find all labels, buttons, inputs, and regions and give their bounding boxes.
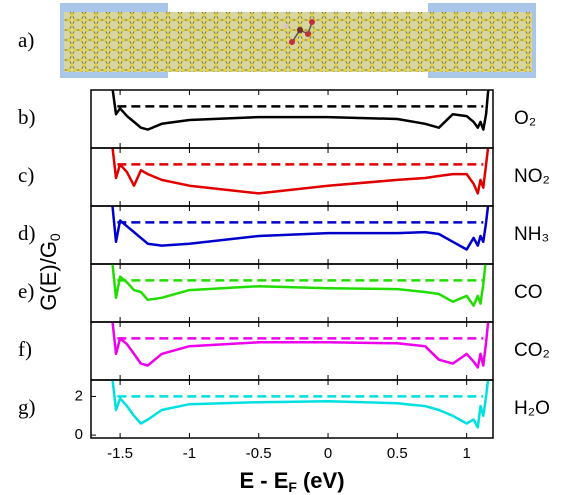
plot: [112, 315, 489, 367]
x-tick-label: 0: [324, 445, 332, 462]
molecule-label: NO₂: [514, 166, 550, 187]
panel: [91, 257, 493, 322]
curve: [112, 373, 489, 427]
y-axis-label: G(E)/G0: [36, 233, 63, 311]
plot: [112, 141, 489, 193]
x-tick-label: -1.5: [107, 445, 133, 462]
panel-label: a): [18, 28, 34, 52]
curve: [112, 315, 489, 367]
y-tick-label: 2: [75, 387, 83, 404]
x-tick-label: -0.5: [246, 445, 272, 462]
x-label-sub: F: [288, 479, 297, 495]
panel: [91, 315, 493, 380]
molecule-label: CO: [514, 282, 543, 303]
nanotube-image: [60, 3, 536, 78]
x-tick-label: -1: [183, 445, 196, 462]
molecule-label: H₂O: [514, 398, 550, 419]
figure: a) G(E)/G0 E - EF(eV) b)O₂c)NO₂d)NH₃e)CO…: [0, 0, 575, 495]
molecule-label: O₂: [514, 108, 536, 129]
panel-label: d): [18, 221, 36, 245]
panel: [91, 199, 493, 264]
frame: [91, 90, 493, 148]
panel: [91, 83, 493, 148]
panel: [91, 141, 493, 206]
x-axis-label: E - EF (eV): [239, 468, 344, 495]
panel: [91, 373, 493, 438]
x-label-unit: (eV): [303, 468, 345, 493]
x-label-main: E - E: [239, 468, 288, 493]
panel-label: e): [18, 279, 34, 303]
panel-label: c): [18, 163, 34, 187]
panel-label: b): [18, 105, 36, 129]
y-label-sub: 0: [47, 233, 63, 241]
curve: [112, 141, 489, 193]
panel-label: f): [18, 337, 32, 361]
panel-label: g): [18, 395, 36, 419]
x-tick-label: 1: [462, 445, 470, 462]
x-tick-label: 0.5: [387, 445, 408, 462]
y-tick-label: 0: [75, 426, 83, 443]
frame: [91, 322, 493, 380]
plot: [112, 373, 489, 427]
molecule-label: CO₂: [514, 340, 550, 361]
y-label-main: G(E)/G: [36, 241, 61, 311]
molecule-label: NH₃: [514, 224, 549, 245]
